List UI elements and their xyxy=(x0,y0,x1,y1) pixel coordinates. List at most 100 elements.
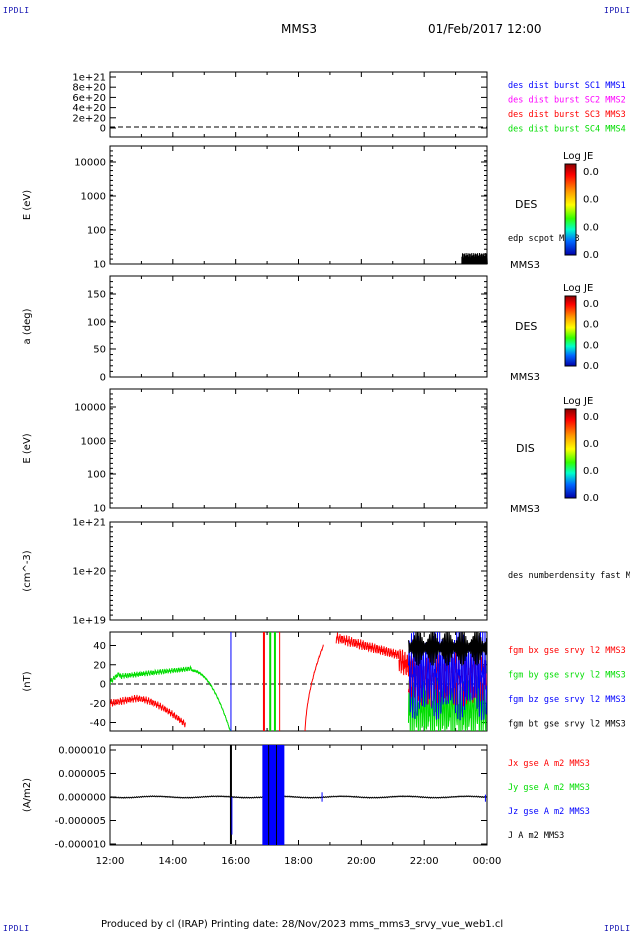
panel-current-y-tick-label: -0.000005 xyxy=(55,816,106,827)
panel-des-density-frame xyxy=(109,521,488,621)
panel-des-density-y-tick-label: 1e+19 xyxy=(72,616,106,627)
panel-fgm-legend-entry: fgm by gse srvy l2 MMS3 xyxy=(508,671,626,681)
fgm-by-series-b xyxy=(191,669,231,731)
panel-des-density-y-tick-label: 1e+21 xyxy=(72,518,106,529)
panel-des-pitch-y-tick-label: 150 xyxy=(87,290,106,301)
panel-fgm-y-tick-label: -40 xyxy=(90,718,106,729)
x-axis-tick-label: 00:00 xyxy=(473,856,502,867)
panel-dis-energy-y-tick-label: 10 xyxy=(93,504,106,515)
colorbar-des-pitch-tick-label: 0.0 xyxy=(583,340,599,351)
x-axis-tick-label: 12:00 xyxy=(96,856,125,867)
panel-des-pitch-y-tick-label: 50 xyxy=(93,345,106,356)
panel-fgm-legend-entry: fgm bx gse srvy l2 MMS3 xyxy=(508,646,626,656)
panel-des-energy-scpot-series xyxy=(461,252,488,265)
panel-current-y-tick-label: -0.000010 xyxy=(55,840,106,851)
panel-des-dist-y-tick-label: 0 xyxy=(100,124,106,135)
panel-dis-energy-frame xyxy=(109,388,488,509)
colorbar-des-pitch-tick-label: 0.0 xyxy=(583,299,599,310)
colorbar-des-energy-title: Log JE xyxy=(563,151,593,162)
panel-des-pitch-y-tick-label: 100 xyxy=(87,318,106,329)
colorbar-des-pitch-tick-label: 0.0 xyxy=(583,361,599,372)
panel-des-energy-y-tick-label: 1000 xyxy=(81,192,106,203)
footer-credit: Produced by cl (IRAP) Printing date: 28/… xyxy=(101,919,504,930)
panel-des-dist-legend-entry: des dist burst SC3 MMS3 xyxy=(508,110,626,120)
colorbar-des-pitch-title: Log JE xyxy=(563,283,593,294)
current-jz-burst xyxy=(262,745,285,845)
panel-des-energy-frame xyxy=(109,145,488,265)
fgm-bt-burst xyxy=(408,632,487,666)
panel-dis-energy-ylabel: E (eV) xyxy=(22,433,33,463)
panel-des-dist-y-tick-label: 6e+20 xyxy=(72,93,106,104)
panel-current-ylabel: (A/m2) xyxy=(22,778,33,812)
colorbar-des-pitch-tick-label: 0.0 xyxy=(583,320,599,331)
corner-label-bottom-right: IPDLI xyxy=(604,924,630,933)
panel-fgm-y-tick-label: 40 xyxy=(93,641,106,652)
corner-label-bottom-left: IPDLI xyxy=(3,924,30,933)
panel-current-y-tick-label: 0.000000 xyxy=(58,793,106,804)
colorbar-dis-energy-title: Log JE xyxy=(563,396,593,407)
panel-dis-energy-y-tick-label: 10000 xyxy=(74,403,106,414)
panel-des-energy-overlay-label: edp scpot MMS3 xyxy=(508,234,580,244)
panel-des-energy-y-tick-label: 10000 xyxy=(74,158,106,169)
panel-fgm-ylabel: (nT) xyxy=(22,671,33,691)
spacecraft-title: MMS3 xyxy=(281,22,317,36)
fgm-bx-series xyxy=(110,694,186,728)
panel-des-pitch-mms-label: MMS3 xyxy=(510,372,540,383)
corner-label-top-left: IPDLI xyxy=(3,6,30,15)
corner-label-top-right: IPDLI xyxy=(604,6,630,15)
panel-des-density-legend-entry: des numberdensity fast M xyxy=(508,571,630,581)
colorbar-des-energy-tick-label: 0.0 xyxy=(583,250,599,261)
panel-des-dist-y-tick-label: 4e+20 xyxy=(72,103,106,114)
panel-current-frame xyxy=(109,744,488,846)
panel-fgm-y-tick-label: -20 xyxy=(90,699,106,710)
panel-current-legend-entry: Jz gse A m2 MMS3 xyxy=(508,807,590,817)
panel-fgm-legend-entry: fgm bt gse srvy l2 MMS3 xyxy=(508,720,626,730)
fgm-bz-burst xyxy=(408,632,487,721)
panel-dis-energy-instrument-label: DIS xyxy=(516,442,535,455)
panel-des-pitch-frame xyxy=(109,275,488,378)
panel-des-energy-y-tick-label: 100 xyxy=(87,226,106,237)
panel-des-energy-y-tick-label: 10 xyxy=(93,260,106,271)
panel-current-legend-entry: Jy gse A m2 MMS3 xyxy=(508,783,590,793)
colorbar-des-pitch xyxy=(564,295,577,367)
panel-des-density-ylabel: (cm^-3) xyxy=(22,550,33,591)
panel-dis-energy-y-tick-label: 1000 xyxy=(81,437,106,448)
panel-dis-energy-y-tick-label: 100 xyxy=(87,470,106,481)
colorbar-dis-energy-tick-label: 0.0 xyxy=(583,493,599,504)
panel-des-dist-legend-entry: des dist burst SC2 MMS2 xyxy=(508,96,626,106)
panel-des-density-y-tick-label: 1e+20 xyxy=(72,567,106,578)
x-axis-tick-label: 20:00 xyxy=(347,856,376,867)
fgm-bx-series-b xyxy=(304,644,324,731)
panel-fgm-legend-entry: fgm bz gse srvy l2 MMS3 xyxy=(508,695,626,705)
panel-fgm-y-tick-label: 0 xyxy=(100,680,106,691)
x-axis-tick-label: 22:00 xyxy=(410,856,439,867)
colorbar-dis-energy-tick-label: 0.0 xyxy=(583,412,599,423)
colorbar-dis-energy-tick-label: 0.0 xyxy=(583,439,599,450)
panel-des-pitch-y-tick-label: 0 xyxy=(100,373,106,384)
panel-dis-energy-mms-label: MMS3 xyxy=(510,504,540,515)
current-j-series xyxy=(109,795,488,799)
panel-des-pitch-instrument-label: DES xyxy=(515,320,537,333)
panel-fgm-y-tick-label: 20 xyxy=(93,660,106,671)
panel-current-legend-entry: Jx gse A m2 MMS3 xyxy=(508,759,590,769)
panel-des-dist-legend-entry: des dist burst SC4 MMS4 xyxy=(508,125,626,135)
panel-des-dist-y-tick-label: 1e+21 xyxy=(72,73,106,84)
panel-des-energy-mms-label: MMS3 xyxy=(510,260,540,271)
fgm-by-series xyxy=(110,664,192,686)
panel-current-y-tick-label: 0.000005 xyxy=(58,769,106,780)
datetime-title: 01/Feb/2017 12:00 xyxy=(428,22,542,36)
x-axis-tick-label: 14:00 xyxy=(158,856,187,867)
colorbar-des-energy-tick-label: 0.0 xyxy=(583,167,599,178)
panel-des-dist-y-tick-label: 2e+20 xyxy=(72,113,106,124)
colorbar-des-energy-tick-label: 0.0 xyxy=(583,195,599,206)
panel-des-energy-ylabel: E (eV) xyxy=(22,190,33,220)
panel-des-pitch-ylabel: a (deg) xyxy=(22,308,33,344)
panel-des-dist-legend-entry: des dist burst SC1 MMS1 xyxy=(508,81,626,91)
panel-current-legend-entry: J A m2 MMS3 xyxy=(508,831,564,841)
panel-current-y-tick-label: 0.000010 xyxy=(58,746,106,757)
colorbar-des-energy-tick-label: 0.0 xyxy=(583,222,599,233)
colorbar-dis-energy xyxy=(564,408,577,499)
fgm-bx-series-c xyxy=(335,632,400,660)
colorbar-dis-energy-tick-label: 0.0 xyxy=(583,466,599,477)
